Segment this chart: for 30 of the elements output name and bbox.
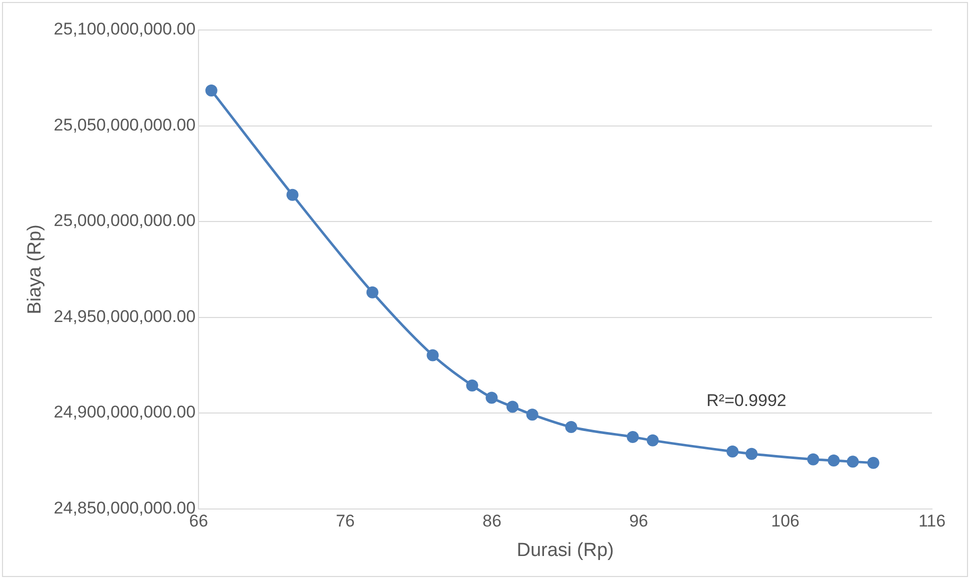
point — [506, 400, 518, 413]
point — [646, 434, 659, 446]
x-tick-label: 76 — [336, 512, 355, 531]
point — [205, 84, 218, 97]
annotation: R²=0.9992 — [706, 390, 786, 410]
y-tick-label: 25,000,000,000.00 — [54, 211, 196, 230]
point — [746, 448, 758, 460]
y-tick-label: 24,900,000,000.00 — [54, 402, 196, 422]
point — [466, 379, 478, 392]
x-tick-label: 106 — [771, 512, 800, 531]
y-axis-title: Biaya (Rp) — [24, 224, 46, 314]
point — [565, 421, 578, 434]
point — [426, 349, 439, 362]
point — [486, 392, 498, 404]
x-tick-label: 96 — [629, 512, 648, 531]
point — [626, 430, 639, 443]
x-tick-label: 116 — [918, 512, 946, 531]
point — [828, 454, 840, 467]
y-tick-label: 24,950,000,000.00 — [54, 306, 196, 326]
y-tick-label: 25,050,000,000.00 — [54, 115, 196, 134]
point — [286, 188, 298, 201]
x-axis-title: Durasi (Rp) — [516, 540, 614, 561]
point — [807, 453, 820, 466]
x-tick-label: 86 — [482, 512, 502, 531]
point — [726, 446, 739, 458]
y-tick-label: 25,100,000,000.00 — [54, 20, 196, 39]
point — [846, 456, 859, 468]
point — [366, 286, 378, 298]
point — [526, 408, 538, 421]
point — [867, 456, 880, 469]
